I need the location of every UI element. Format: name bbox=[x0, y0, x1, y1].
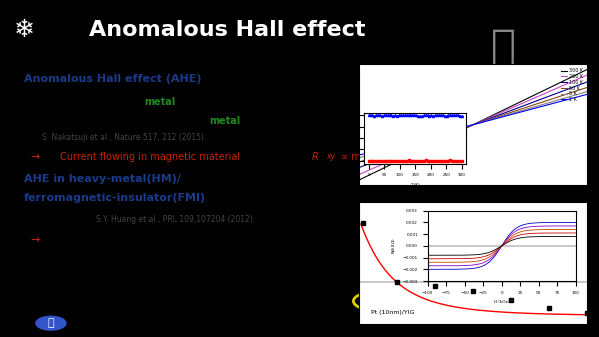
Text: Pt (10nm)/YIG: Pt (10nm)/YIG bbox=[504, 56, 553, 63]
Legend: 300 K, 250 K, 100 K, 50 K, 5 K, 2 K: 300 K, 250 K, 100 K, 50 K, 5 K, 2 K bbox=[559, 66, 585, 104]
Text: •: • bbox=[6, 74, 16, 90]
Text: Y.M. Liu et al., PRL 110, 147207 (2013).: Y.M. Liu et al., PRL 110, 147207 (2013). bbox=[42, 334, 180, 337]
Text: not in FMI: not in FMI bbox=[93, 254, 148, 264]
Text: .: . bbox=[171, 254, 174, 264]
Text: R: R bbox=[311, 152, 318, 162]
Text: 👤: 👤 bbox=[491, 26, 516, 68]
Text: →: → bbox=[30, 152, 40, 162]
Text: Ferromagnetic: Ferromagnetic bbox=[42, 97, 116, 106]
Y-axis label: R$_{AHE}$(Ω): R$_{AHE}$(Ω) bbox=[308, 249, 319, 277]
Text: Current flowing in magnetic material: Current flowing in magnetic material bbox=[60, 152, 243, 162]
Text: →: → bbox=[30, 235, 40, 245]
Text: AHE in heavy-metal(HM)/: AHE in heavy-metal(HM)/ bbox=[24, 174, 181, 184]
Text: •: • bbox=[368, 296, 374, 306]
Text: z: z bbox=[364, 157, 368, 166]
Text: Anomalous Hall effect: Anomalous Hall effect bbox=[89, 20, 366, 40]
Text: Pt/YIG: Pt/YIG bbox=[42, 215, 79, 225]
Text: S. Geprägs et al., APL 101, 262407 (2012).: S. Geprägs et al., APL 101, 262407 (2012… bbox=[42, 323, 192, 330]
Text: Pt (10nm)/YIG: Pt (10nm)/YIG bbox=[371, 310, 415, 315]
Text: xy: xy bbox=[326, 152, 335, 161]
Y-axis label: R$_{xy}$ (Ω): R$_{xy}$ (Ω) bbox=[307, 112, 319, 137]
Text: ⏸: ⏸ bbox=[47, 318, 55, 328]
Text: Anomalous Hall effect (AHE): Anomalous Hall effect (AHE) bbox=[24, 74, 201, 85]
Text: S. Nakatsuji et al., Nature 517, 212 (2015).: S. Nakatsuji et al., Nature 517, 212 (20… bbox=[42, 132, 206, 142]
Text: Chiral antiferromagnetic: Chiral antiferromagnetic bbox=[42, 116, 164, 126]
Text: S.Y. Huang et al., PRL 109,107204 (2012).: S.Y. Huang et al., PRL 109,107204 (2012)… bbox=[96, 215, 255, 224]
Text: (b): (b) bbox=[356, 69, 374, 79]
Text: metal: metal bbox=[144, 97, 175, 106]
Text: ❄: ❄ bbox=[13, 18, 35, 42]
Text: Spin-polarization of Pt: Spin-polarization of Pt bbox=[42, 296, 135, 305]
Text: (Mn₃X, etc.): (Mn₃X, etc.) bbox=[252, 116, 312, 126]
Text: Current flowing in non-magnetic HM (Pt): Current flowing in non-magnetic HM (Pt) bbox=[60, 235, 258, 245]
Text: Spin Hall magnetoresistance (SMR).: Spin Hall magnetoresistance (SMR). bbox=[42, 309, 193, 318]
Text: ∝ m: ∝ m bbox=[338, 152, 361, 162]
Text: and: and bbox=[60, 254, 81, 264]
Text: ferromagnetic-insulator(FMI): ferromagnetic-insulator(FMI) bbox=[24, 193, 206, 203]
Text: (c): (c) bbox=[356, 202, 373, 212]
Text: metal: metal bbox=[210, 116, 241, 126]
X-axis label: H (kOe): H (kOe) bbox=[460, 206, 486, 212]
Circle shape bbox=[36, 316, 66, 330]
Text: Origin of AHE is still under the debate.: Origin of AHE is still under the debate. bbox=[42, 276, 230, 286]
Text: •: • bbox=[6, 174, 16, 189]
